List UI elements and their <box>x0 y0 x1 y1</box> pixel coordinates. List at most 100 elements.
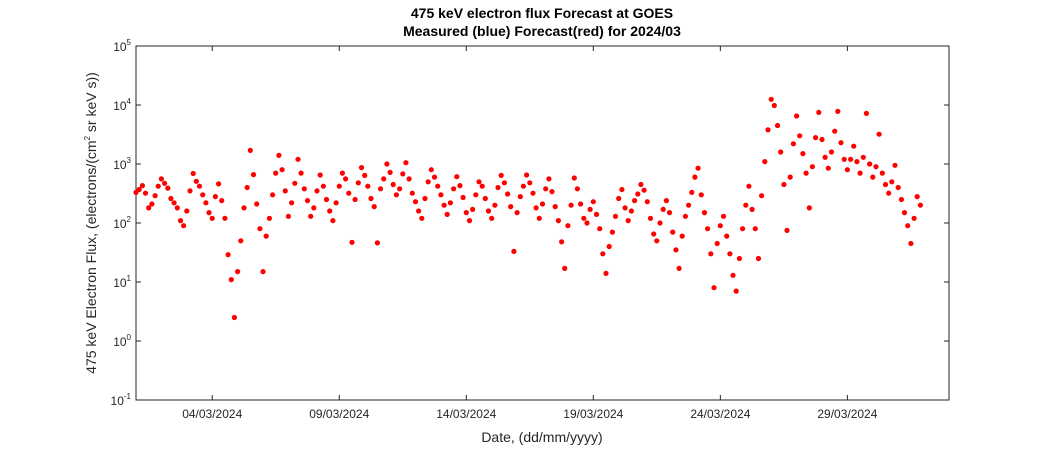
data-point <box>174 205 180 211</box>
data-point <box>533 205 539 211</box>
data-point <box>311 205 317 211</box>
data-point <box>530 190 536 196</box>
data-point <box>552 204 558 210</box>
data-point <box>644 199 650 205</box>
data-point <box>323 196 330 203</box>
data-point <box>492 202 498 208</box>
data-point <box>705 226 711 232</box>
data-point <box>590 199 596 205</box>
data-point <box>292 180 298 186</box>
data-point <box>867 161 873 167</box>
data-point <box>142 190 149 196</box>
data-point <box>641 187 647 193</box>
y-tick-exponent: 1 <box>127 274 132 283</box>
data-point <box>489 215 495 221</box>
data-point <box>162 180 168 186</box>
x-tick-label: 19/03/2024 <box>563 407 623 421</box>
data-point <box>181 223 187 229</box>
data-point <box>682 213 689 219</box>
data-point <box>285 213 291 219</box>
data-point <box>241 205 247 211</box>
data-point <box>333 200 339 206</box>
y-axis-label-superscript: 2 <box>83 135 92 140</box>
data-point <box>501 180 507 186</box>
data-point <box>565 223 571 229</box>
data-point <box>152 193 158 199</box>
data-point <box>819 136 825 143</box>
data-point <box>647 215 654 221</box>
data-point <box>740 226 746 232</box>
x-tick-label: 14/03/2024 <box>436 407 496 421</box>
data-point <box>701 210 708 216</box>
data-point <box>838 140 844 146</box>
data-point <box>917 202 924 208</box>
data-point <box>822 154 828 160</box>
y-tick-exponent: 4 <box>127 97 132 106</box>
data-point <box>254 201 260 207</box>
data-point <box>416 208 422 214</box>
data-point <box>828 149 835 155</box>
data-point <box>806 205 812 211</box>
data-point <box>724 233 730 239</box>
y-tick-base: 10 <box>113 99 127 113</box>
data-point <box>651 231 657 237</box>
data-point <box>546 176 552 182</box>
y-axis-label-tail: sr keV s)) <box>83 72 99 136</box>
y-tick-base: 10 <box>113 217 127 231</box>
data-point <box>730 272 736 278</box>
data-point <box>809 164 816 170</box>
data-point <box>863 110 870 116</box>
data-point <box>422 195 428 202</box>
data-point <box>184 208 190 214</box>
data-point <box>327 208 333 214</box>
data-point <box>581 215 587 221</box>
data-point <box>209 215 215 221</box>
data-point <box>889 179 895 185</box>
data-point <box>441 202 447 208</box>
data-point <box>549 189 555 195</box>
data-point <box>301 186 307 192</box>
data-point <box>384 161 390 167</box>
data-point <box>654 238 660 244</box>
data-point <box>495 184 501 191</box>
data-point <box>279 167 285 173</box>
y-tick-exponent: 0 <box>127 333 132 342</box>
y-tick-base: 10 <box>113 276 127 290</box>
data-point <box>612 213 619 219</box>
y-axis-label: 475 keV Electron Flux, (electrons/(cm2 s… <box>83 72 99 374</box>
data-point <box>235 269 241 275</box>
data-point <box>666 210 673 216</box>
data-point <box>663 198 670 204</box>
data-point <box>832 128 838 134</box>
data-point <box>787 174 793 180</box>
data-point <box>317 172 323 178</box>
data-point <box>844 167 851 173</box>
data-point <box>371 204 377 210</box>
data-point <box>466 218 473 224</box>
data-point <box>714 240 720 247</box>
data-point <box>146 205 152 211</box>
data-point <box>816 109 822 115</box>
data-point <box>689 189 695 195</box>
data-point <box>771 102 777 109</box>
data-point <box>886 190 892 196</box>
data-point <box>825 165 831 171</box>
data-point <box>768 96 774 102</box>
data-point <box>908 240 914 247</box>
data-point <box>813 135 819 141</box>
data-point <box>882 181 889 188</box>
data-point <box>457 183 463 189</box>
data-point <box>428 167 434 173</box>
data-point <box>860 154 866 160</box>
data-point <box>778 149 784 155</box>
data-point <box>339 170 345 176</box>
data-point <box>409 190 415 196</box>
data-point <box>346 190 352 196</box>
data-point <box>206 210 212 216</box>
data-point <box>508 204 514 210</box>
data-point <box>660 206 666 212</box>
data-point <box>762 159 768 165</box>
data-point <box>851 143 857 149</box>
data-point <box>743 202 749 208</box>
data-point <box>679 233 685 239</box>
